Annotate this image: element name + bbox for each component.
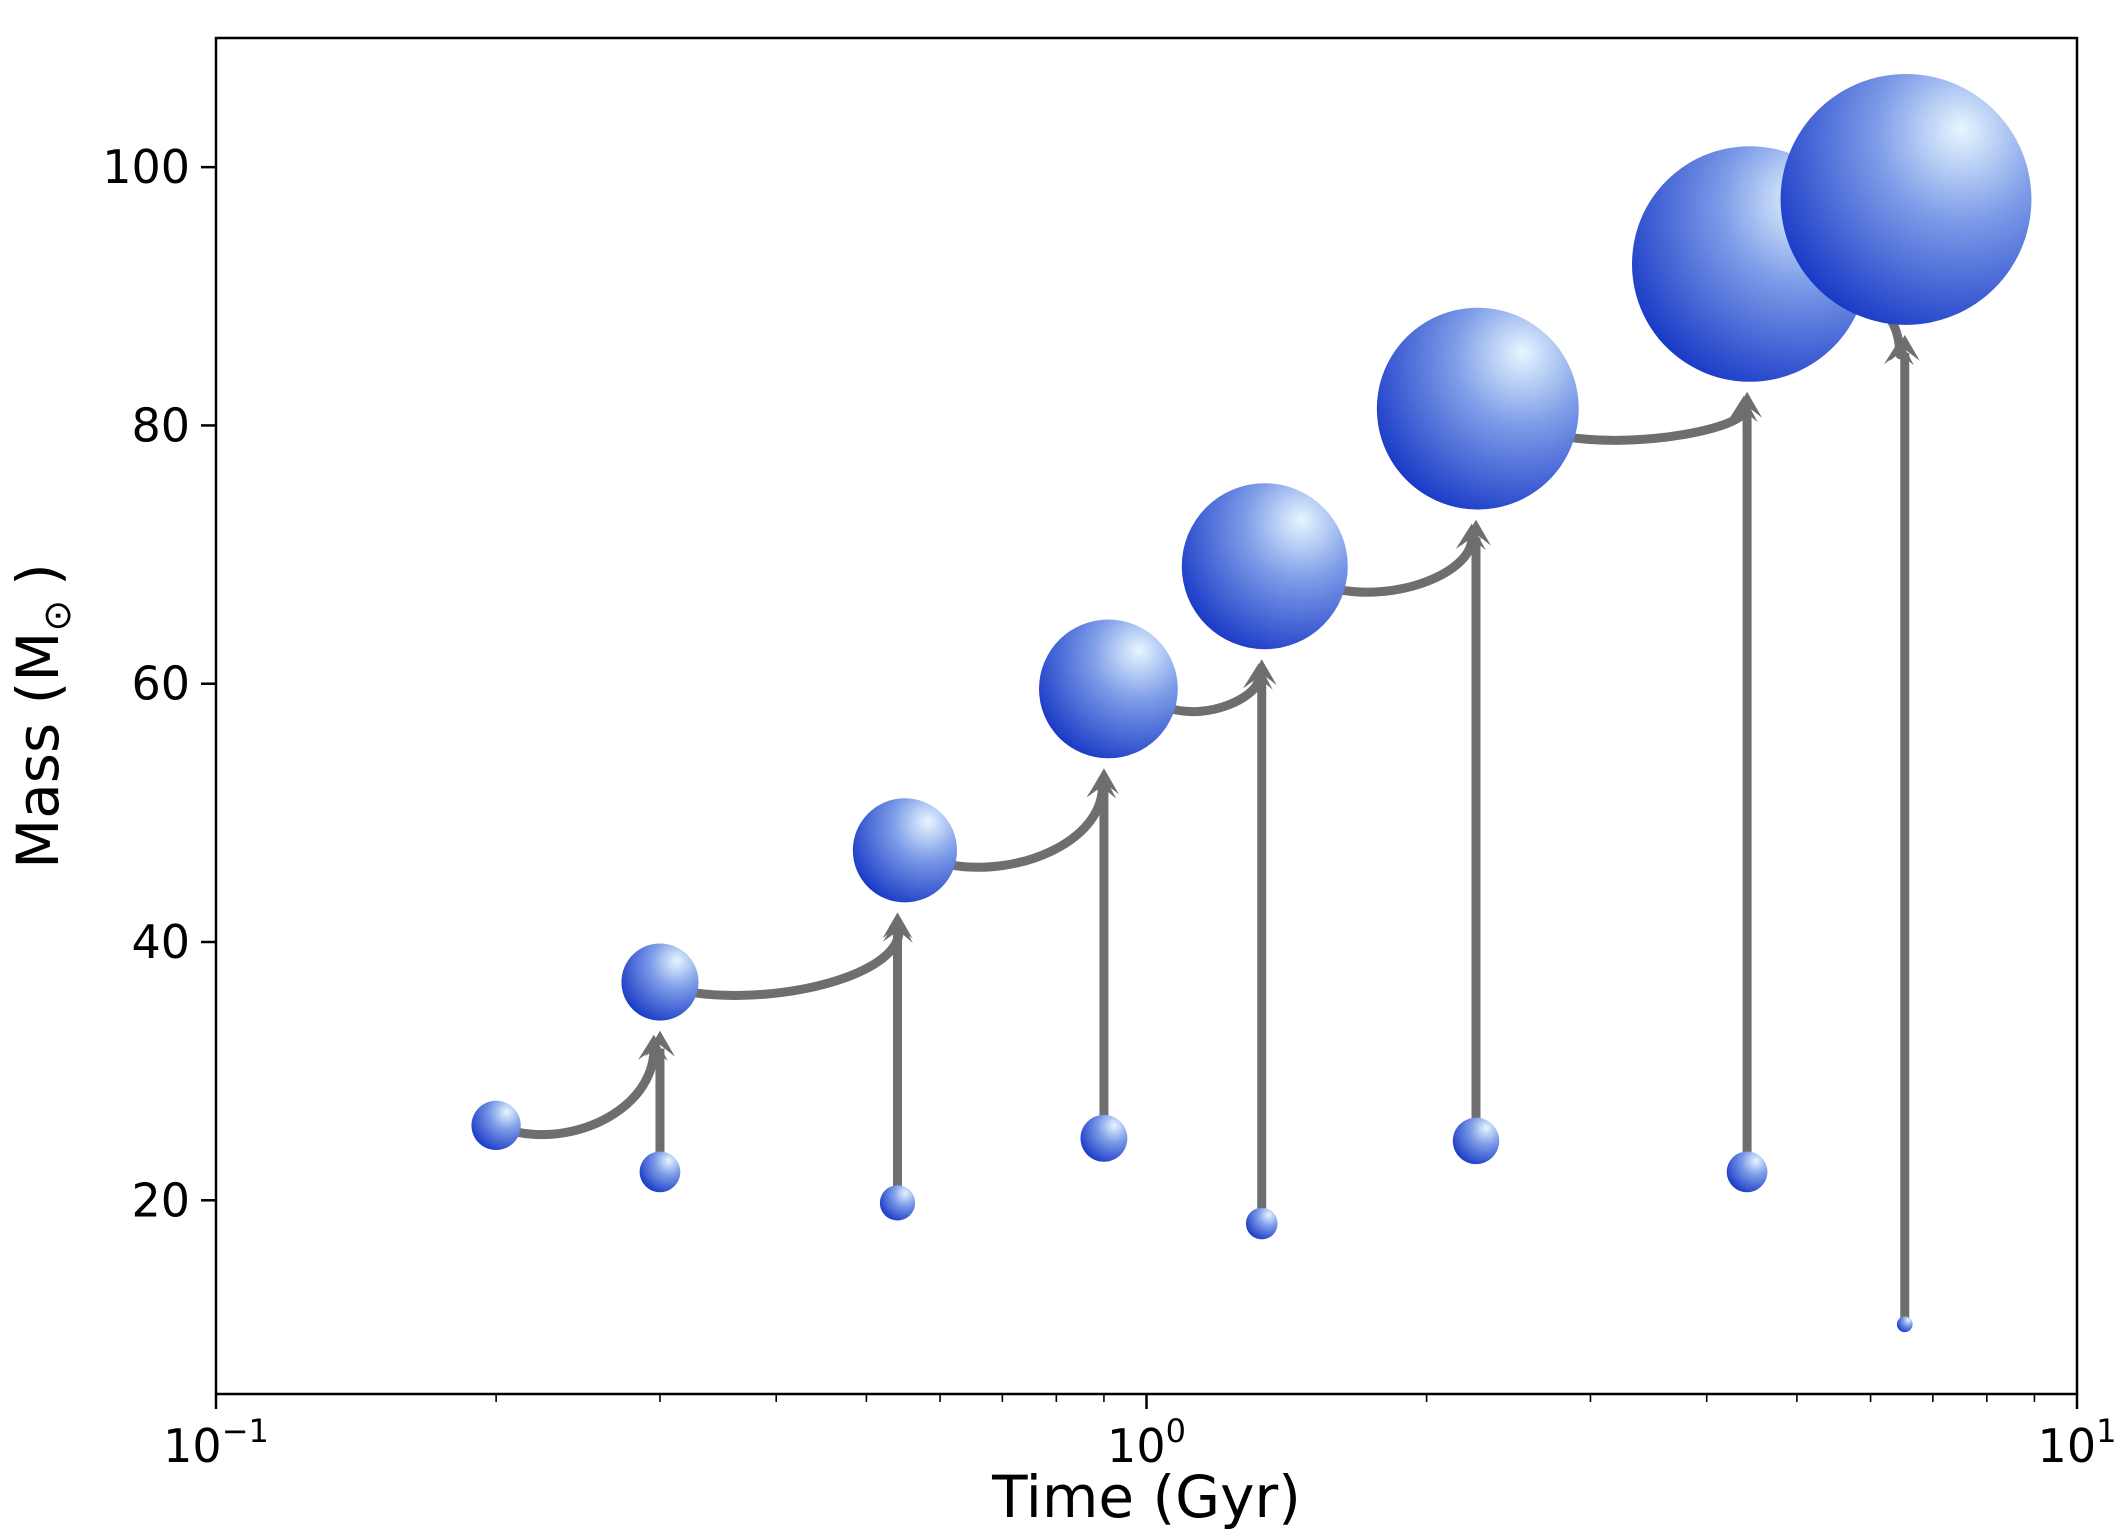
primary-growth-arrow [1333,535,1477,597]
arrowhead [1455,523,1486,551]
arrowhead [882,916,913,943]
x-tick-label: 101 [2038,1412,2117,1473]
primary-star-sphere [1780,74,2032,325]
primary-star-sphere [471,1100,521,1151]
secondary-star-sphere [1245,1207,1278,1240]
secondary-star-sphere [1726,1151,1768,1193]
secondary-star-sphere [639,1151,681,1193]
axis-ticks: 10−1 100 101 20 40 60 80 100 [102,140,2116,1473]
primary-star-sphere [852,798,957,903]
y-tick-label: 80 [131,398,190,452]
arrowhead [1883,338,1914,366]
y-tick-label: 60 [131,657,190,711]
secondary-star-sphere [879,1185,916,1221]
y-tick-label: 20 [131,1173,190,1227]
y-tick-label: 40 [131,915,190,969]
secondary-star-sphere [1452,1117,1500,1165]
x-tick-label: 100 [1107,1412,1186,1473]
y-axis-title-sun-symbol: ⊙ [35,600,79,632]
primary-growth-arrow [946,783,1107,872]
primary-growth-arrow [513,1046,659,1140]
arrowhead [1727,395,1758,423]
y-axis-title-close: ) [4,563,72,586]
secondary-star-sphere [1896,1316,1913,1333]
merger-arrows [513,292,1920,1320]
primary-star-sphere [1181,483,1348,650]
arrowhead [1086,772,1117,799]
y-axis-title: Mass (M⊙) [4,563,79,869]
arrowhead [1242,663,1273,690]
primary-star-sphere [1376,307,1579,510]
primary-growth-arrow [1562,407,1749,445]
arrowhead [637,1034,668,1062]
primary-star-sphere [621,943,699,1021]
y-axis-title-main: Mass (M [4,632,72,869]
primary-star-sphere [1038,619,1178,759]
secondary-star-sphere [1080,1114,1128,1162]
primary-growth-arrow [689,927,904,1000]
x-tick-label: 10−1 [163,1412,269,1473]
star-spheres [471,74,2032,1333]
x-axis-title: Time (Gyr) [991,1463,1301,1531]
y-tick-label: 100 [102,140,190,194]
primary-growth-arrow [1164,674,1264,717]
